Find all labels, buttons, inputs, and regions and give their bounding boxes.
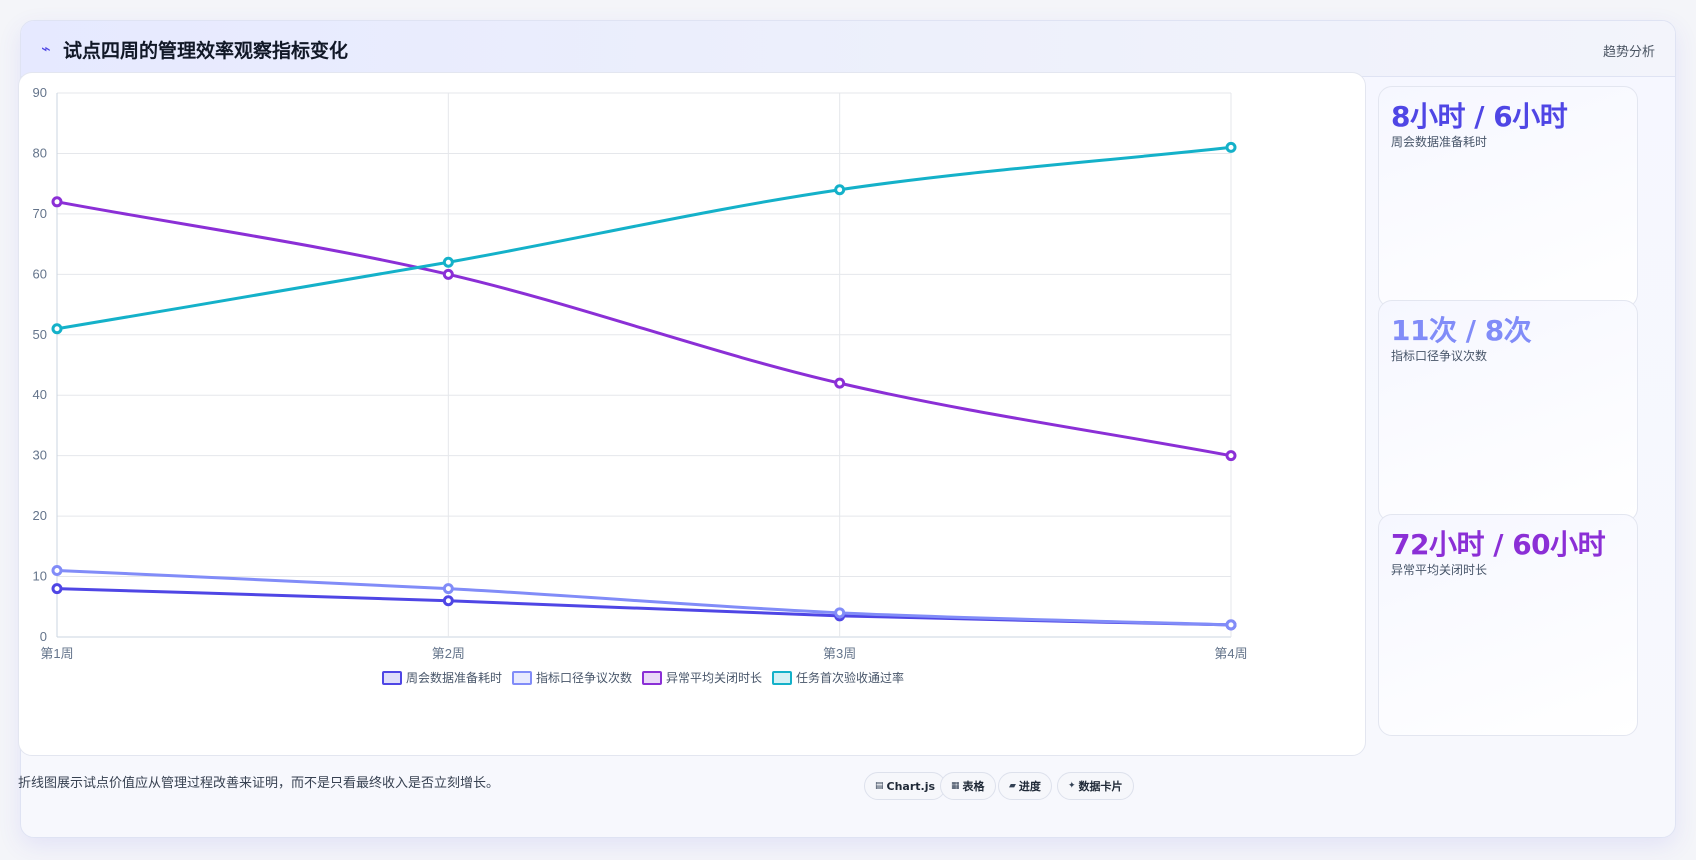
button-label: 数据卡片 bbox=[1078, 780, 1123, 793]
legend-swatch bbox=[512, 671, 532, 685]
x-tick-label: 第1周 bbox=[40, 646, 73, 661]
y-tick-label: 0 bbox=[40, 629, 47, 644]
y-tick-label: 90 bbox=[33, 85, 47, 100]
card-header: ⌁ 试点四周的管理效率观察指标变化 趋势分析 bbox=[21, 21, 1675, 77]
x-tick-label: 第2周 bbox=[432, 646, 465, 661]
stat-label: 周会数据准备耗时 bbox=[1391, 135, 1488, 149]
card-icon: ✦ bbox=[1068, 781, 1076, 791]
y-tick-label: 80 bbox=[33, 145, 47, 160]
y-tick-label: 20 bbox=[33, 508, 47, 523]
button-label: Chart.js bbox=[886, 779, 936, 793]
data-point bbox=[442, 256, 454, 268]
series-line-4 bbox=[56, 145, 1232, 331]
y-tick-label: 10 bbox=[33, 569, 47, 584]
y-tick-label: 40 bbox=[33, 387, 47, 402]
table-button[interactable]: ▦ 表格 bbox=[940, 772, 996, 800]
series-line-2 bbox=[56, 569, 1232, 627]
stat-label: 异常平均关闭时长 bbox=[1391, 563, 1488, 577]
chart-icon: ▤ bbox=[875, 781, 884, 791]
button-label: 表格 bbox=[962, 780, 985, 793]
legend-label: 周会数据准备耗时 bbox=[406, 670, 502, 685]
data-point bbox=[51, 565, 63, 577]
stat-card-metric-disputes: 11次 / 8次 指标口径争议次数 bbox=[1378, 300, 1638, 522]
data-point bbox=[442, 268, 454, 280]
y-tick-label: 30 bbox=[33, 448, 47, 463]
data-point bbox=[1225, 450, 1237, 462]
stat-card-anomaly-close: 72小时 / 60小时 异常平均关闭时长 bbox=[1378, 514, 1638, 736]
y-tick-label: 60 bbox=[33, 266, 47, 281]
legend-swatch bbox=[382, 671, 402, 685]
trend-analysis-badge: 趋势分析 bbox=[1602, 45, 1655, 60]
progress-icon: ▰ bbox=[1009, 781, 1016, 791]
stat-value: 11次 / 8次 bbox=[1391, 314, 1532, 347]
legend-swatch bbox=[642, 671, 662, 685]
stat-label: 指标口径争议次数 bbox=[1391, 349, 1488, 363]
card-title: 试点四周的管理效率观察指标变化 bbox=[63, 40, 349, 62]
chart-panel: 0 10 20 30 40 50 60 70 80 90 第1周 第2周 第3周 第4周周会数据准备耗时 指… bbox=[18, 72, 1366, 756]
footer-note: 折线图展示试点价值应从管理过程改善来证明，而不是只看最终收入是否立刻增长。 bbox=[18, 776, 500, 791]
stat-value: 8小时 / 6小时 bbox=[1391, 100, 1568, 133]
x-tick-label: 第4周 bbox=[1214, 646, 1247, 661]
legend-swatch bbox=[772, 671, 792, 685]
y-tick-label: 70 bbox=[33, 206, 47, 221]
chartjs-button[interactable]: ▤ Chart.js bbox=[864, 772, 947, 800]
data-point bbox=[1225, 141, 1237, 153]
data-point bbox=[1225, 619, 1237, 631]
legend-label: 任务首次验收通过率 bbox=[796, 670, 904, 685]
data-point bbox=[442, 583, 454, 595]
data-point bbox=[834, 184, 846, 196]
data-point bbox=[834, 607, 846, 619]
data-point bbox=[51, 323, 63, 335]
data-point bbox=[442, 595, 454, 607]
progress-button[interactable]: ▰ 进度 bbox=[998, 772, 1052, 800]
series-line-3 bbox=[56, 200, 1232, 458]
table-icon: ▦ bbox=[951, 781, 960, 791]
x-tick-label: 第3周 bbox=[823, 646, 856, 661]
stat-card-meeting-prep: 8小时 / 6小时 周会数据准备耗时 bbox=[1378, 86, 1638, 308]
trend-line-icon: ⌁ bbox=[41, 39, 51, 58]
button-label: 进度 bbox=[1018, 780, 1041, 793]
y-tick-label: 50 bbox=[33, 327, 47, 342]
data-card-button[interactable]: ✦ 数据卡片 bbox=[1057, 772, 1134, 800]
legend-label: 指标口径争议次数 bbox=[536, 670, 632, 685]
stat-value: 72小时 / 60小时 bbox=[1391, 528, 1606, 561]
data-point bbox=[834, 377, 846, 389]
legend-label: 异常平均关闭时长 bbox=[666, 671, 762, 685]
data-point bbox=[51, 583, 63, 595]
data-point bbox=[51, 196, 63, 208]
